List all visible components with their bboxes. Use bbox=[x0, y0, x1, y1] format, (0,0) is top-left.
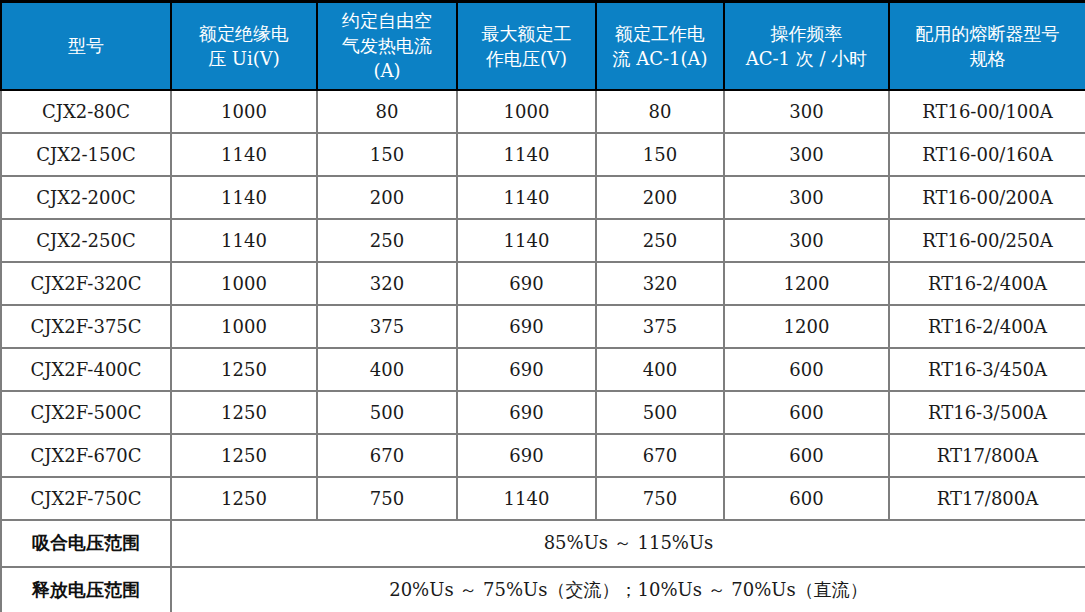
spec-value-cell: RT16-00/250A bbox=[889, 219, 1085, 262]
column-header-operating-frequency: 操作频率 AC-1 次 / 小时 bbox=[724, 2, 889, 90]
spec-value-cell: 690 bbox=[457, 305, 596, 348]
spec-value-cell: 1140 bbox=[171, 176, 317, 219]
column-header-fuse-spec: 配用的熔断器型号 规格 bbox=[889, 2, 1085, 90]
column-header-working-current: 额定工作电 流 AC-1(A) bbox=[596, 2, 724, 90]
table-row: CJX2F-375C10003756903751200RT16-2/400A bbox=[1, 305, 1085, 348]
spec-value-cell: RT17/800A bbox=[889, 434, 1085, 477]
column-header-insulation-voltage: 额定绝缘电 压 Ui(V) bbox=[171, 2, 317, 90]
table-row: CJX2F-320C10003206903201200RT16-2/400A bbox=[1, 262, 1085, 305]
spec-value-cell: 500 bbox=[317, 391, 457, 434]
model-cell: CJX2-80C bbox=[1, 90, 171, 133]
spec-value-cell: 1200 bbox=[724, 305, 889, 348]
spec-value-cell: 1250 bbox=[171, 391, 317, 434]
header-row: 型号 额定绝缘电 压 Ui(V) 约定自由空 气发热电流 (A) 最大额定工 作… bbox=[1, 2, 1085, 90]
spec-value-cell: 375 bbox=[317, 305, 457, 348]
model-cell: CJX2F-375C bbox=[1, 305, 171, 348]
spec-value-cell: RT16-3/450A bbox=[889, 348, 1085, 391]
model-cell: CJX2F-320C bbox=[1, 262, 171, 305]
table-header: 型号 额定绝缘电 压 Ui(V) 约定自由空 气发热电流 (A) 最大额定工 作… bbox=[1, 2, 1085, 90]
spec-value-cell: 600 bbox=[724, 477, 889, 520]
column-header-thermal-current: 约定自由空 气发热电流 (A) bbox=[317, 2, 457, 90]
spec-value-cell: 250 bbox=[596, 219, 724, 262]
spec-value-cell: 600 bbox=[724, 348, 889, 391]
spec-value-cell: 670 bbox=[317, 434, 457, 477]
spec-value-cell: 1200 bbox=[724, 262, 889, 305]
spec-value-cell: 1000 bbox=[171, 90, 317, 133]
spec-value-cell: RT16-2/400A bbox=[889, 262, 1085, 305]
spec-value-cell: 690 bbox=[457, 262, 596, 305]
spec-value-cell: 1000 bbox=[171, 262, 317, 305]
spec-value-cell: 600 bbox=[724, 391, 889, 434]
spec-value-cell: 200 bbox=[317, 176, 457, 219]
spec-value-cell: 1140 bbox=[171, 133, 317, 176]
spec-value-cell: 150 bbox=[596, 133, 724, 176]
spec-value-cell: 250 bbox=[317, 219, 457, 262]
spec-value-cell: 1140 bbox=[171, 219, 317, 262]
column-header-model: 型号 bbox=[1, 2, 171, 90]
spec-value-cell: 670 bbox=[596, 434, 724, 477]
pickup-voltage-label: 吸合电压范围 bbox=[1, 520, 171, 567]
spec-value-cell: 1140 bbox=[457, 477, 596, 520]
spec-value-cell: RT16-3/500A bbox=[889, 391, 1085, 434]
spec-value-cell: 200 bbox=[596, 176, 724, 219]
table-row: CJX2F-750C12507501140750600RT17/800A bbox=[1, 477, 1085, 520]
release-voltage-label: 释放电压范围 bbox=[1, 567, 171, 612]
spec-value-cell: 750 bbox=[317, 477, 457, 520]
spec-value-cell: 600 bbox=[724, 434, 889, 477]
spec-value-cell: 80 bbox=[596, 90, 724, 133]
spec-value-cell: 1000 bbox=[457, 90, 596, 133]
spec-value-cell: 1250 bbox=[171, 477, 317, 520]
release-voltage-row: 释放电压范围 20%Us ～ 75%Us（交流）；10%Us ～ 70%Us（直… bbox=[1, 567, 1085, 612]
spec-value-cell: 690 bbox=[457, 391, 596, 434]
table-row: CJX2-80C100080100080300RT16-00/100A bbox=[1, 90, 1085, 133]
spec-value-cell: 320 bbox=[317, 262, 457, 305]
model-cell: CJX2F-400C bbox=[1, 348, 171, 391]
spec-value-cell: RT16-00/100A bbox=[889, 90, 1085, 133]
table-body: CJX2-80C100080100080300RT16-00/100ACJX2-… bbox=[1, 90, 1085, 520]
column-header-max-working-voltage: 最大额定工 作电压(V) bbox=[457, 2, 596, 90]
spec-value-cell: 400 bbox=[596, 348, 724, 391]
spec-value-cell: 690 bbox=[457, 348, 596, 391]
spec-value-cell: 1140 bbox=[457, 176, 596, 219]
spec-value-cell: 300 bbox=[724, 219, 889, 262]
pickup-voltage-row: 吸合电压范围 85%Us ～ 115%Us bbox=[1, 520, 1085, 567]
table-row: CJX2-250C11402501140250300RT16-00/250A bbox=[1, 219, 1085, 262]
table-row: CJX2-200C11402001140200300RT16-00/200A bbox=[1, 176, 1085, 219]
model-cell: CJX2F-500C bbox=[1, 391, 171, 434]
spec-value-cell: 400 bbox=[317, 348, 457, 391]
table-row: CJX2-150C11401501140150300RT16-00/160A bbox=[1, 133, 1085, 176]
pickup-voltage-value: 85%Us ～ 115%Us bbox=[171, 520, 1085, 567]
spec-value-cell: 690 bbox=[457, 434, 596, 477]
model-cell: CJX2-150C bbox=[1, 133, 171, 176]
spec-value-cell: 1250 bbox=[171, 348, 317, 391]
contactor-spec-table: 型号 额定绝缘电 压 Ui(V) 约定自由空 气发热电流 (A) 最大额定工 作… bbox=[0, 0, 1085, 612]
spec-value-cell: 80 bbox=[317, 90, 457, 133]
spec-value-cell: 300 bbox=[724, 133, 889, 176]
table-row: CJX2F-500C1250500690500600RT16-3/500A bbox=[1, 391, 1085, 434]
spec-value-cell: 750 bbox=[596, 477, 724, 520]
spec-value-cell: RT16-2/400A bbox=[889, 305, 1085, 348]
spec-value-cell: RT17/800A bbox=[889, 477, 1085, 520]
spec-value-cell: 1140 bbox=[457, 133, 596, 176]
spec-value-cell: 320 bbox=[596, 262, 724, 305]
model-cell: CJX2F-750C bbox=[1, 477, 171, 520]
model-cell: CJX2-200C bbox=[1, 176, 171, 219]
table-row: CJX2F-400C1250400690400600RT16-3/450A bbox=[1, 348, 1085, 391]
release-voltage-value: 20%Us ～ 75%Us（交流）；10%Us ～ 70%Us（直流） bbox=[171, 567, 1085, 612]
spec-value-cell: 1140 bbox=[457, 219, 596, 262]
table-footer: 吸合电压范围 85%Us ～ 115%Us 释放电压范围 20%Us ～ 75%… bbox=[1, 520, 1085, 612]
spec-value-cell: 300 bbox=[724, 176, 889, 219]
spec-value-cell: RT16-00/200A bbox=[889, 176, 1085, 219]
spec-value-cell: 1250 bbox=[171, 434, 317, 477]
spec-value-cell: 150 bbox=[317, 133, 457, 176]
spec-value-cell: 500 bbox=[596, 391, 724, 434]
table-row: CJX2F-670C1250670690670600RT17/800A bbox=[1, 434, 1085, 477]
spec-value-cell: 375 bbox=[596, 305, 724, 348]
spec-value-cell: 300 bbox=[724, 90, 889, 133]
model-cell: CJX2F-670C bbox=[1, 434, 171, 477]
spec-value-cell: RT16-00/160A bbox=[889, 133, 1085, 176]
model-cell: CJX2-250C bbox=[1, 219, 171, 262]
spec-value-cell: 1000 bbox=[171, 305, 317, 348]
